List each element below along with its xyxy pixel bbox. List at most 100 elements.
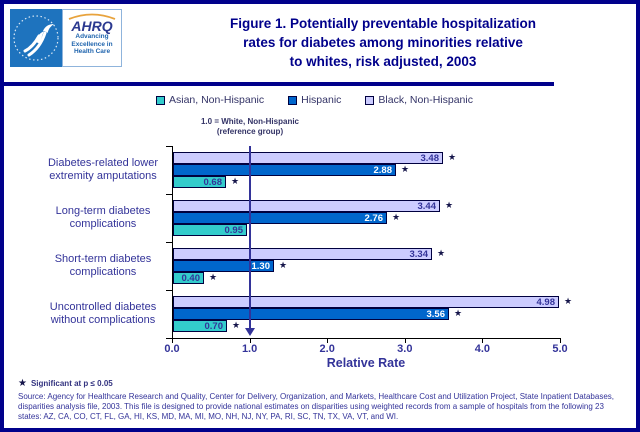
significance-star: ★ bbox=[392, 213, 401, 223]
x-axis-tick bbox=[404, 338, 406, 343]
x-axis-tick bbox=[327, 338, 329, 343]
bar: 4.98 bbox=[173, 296, 559, 308]
figure-title-line1: Figure 1. Potentially preventable hospit… bbox=[229, 16, 537, 31]
significance-star: ★ bbox=[454, 309, 463, 319]
category-label-line: complications bbox=[69, 218, 137, 230]
reference-note-line1: 1.0 = White, Non-Hispanic bbox=[200, 117, 299, 126]
bar-chart-plot: 0.0 1.0 2.0 3.0 4.0 5.0 Diabetes-related lower… bbox=[4, 4, 636, 428]
bar-value-label: 2.88 bbox=[373, 164, 393, 176]
bar: 1.30 bbox=[173, 260, 274, 272]
ahrq-logo: AHRQ Advancing Excellence in Health Care bbox=[10, 9, 122, 67]
bar-value-label: 0.95 bbox=[224, 224, 244, 236]
category-label-line: Long-term diabetes bbox=[55, 205, 151, 217]
reference-note-line2: (reference group) bbox=[216, 126, 284, 136]
legend-item: Black, Non-Hispanic bbox=[365, 94, 473, 106]
legend-swatch bbox=[156, 95, 165, 105]
bar: 3.44 bbox=[173, 200, 440, 212]
significance-star: ★ bbox=[448, 153, 457, 163]
y-axis-tick bbox=[166, 146, 172, 147]
header-divider bbox=[4, 82, 554, 86]
figure-title-line3: to whites, risk adjusted, 2003 bbox=[289, 54, 477, 69]
ahrq-wordmark: AHRQ bbox=[71, 18, 113, 34]
x-tick-label: 5.0 bbox=[552, 343, 568, 355]
ahrq-logo-box: AHRQ Advancing Excellence in Health Care bbox=[62, 9, 122, 67]
source-note: Source: Agency for Healthcare Research a… bbox=[18, 392, 614, 421]
x-axis bbox=[172, 338, 561, 339]
x-axis-tick bbox=[249, 338, 251, 343]
ahrq-tagline-line: Excellence in bbox=[71, 40, 113, 48]
category-label: Long-term diabetes complications bbox=[28, 194, 178, 242]
significance-footnote: ★ Significant at p ≤ 0.05 bbox=[18, 378, 113, 389]
category-label-line: complications bbox=[69, 266, 137, 278]
chart-legend: Asian, Non-Hispanic Hispanic Black, Non-Hi… bbox=[156, 94, 473, 106]
bar-value-label: 0.68 bbox=[203, 176, 223, 188]
bar: 0.40 bbox=[173, 272, 204, 284]
reference-line-arrow-icon bbox=[244, 328, 255, 336]
figure-title: Figure 1. Potentially preventable hospit… bbox=[178, 14, 588, 71]
significance-star: ★ bbox=[445, 201, 454, 211]
bar: 0.68 bbox=[173, 176, 226, 188]
bar: 2.76 bbox=[173, 212, 387, 224]
x-axis-tick bbox=[482, 338, 484, 343]
bar-value-label: 2.76 bbox=[364, 212, 384, 224]
x-tick-label: 3.0 bbox=[397, 343, 413, 355]
x-axis-tick bbox=[560, 338, 561, 343]
significance-star: ★ bbox=[437, 249, 446, 259]
y-axis-tick bbox=[166, 338, 172, 339]
figure-title-line2: rates for diabetes among minorities rela… bbox=[243, 35, 523, 50]
reference-line bbox=[248, 146, 251, 328]
x-axis-tick bbox=[172, 338, 173, 343]
legend-swatch bbox=[365, 95, 375, 105]
bar: 3.56 bbox=[173, 308, 449, 320]
category-label-line: Uncontrolled diabetes bbox=[49, 301, 157, 313]
bar-value-label: 3.34 bbox=[409, 248, 429, 260]
bar: 3.34 bbox=[173, 248, 432, 260]
y-axis-tick bbox=[166, 194, 172, 195]
bar-value-label: 3.44 bbox=[417, 200, 437, 212]
bar-value-label: 1.30 bbox=[251, 260, 271, 272]
significance-star: ★ bbox=[564, 297, 573, 307]
significance-star: ★ bbox=[231, 177, 240, 187]
x-tick-label: 0.0 bbox=[164, 343, 180, 355]
bar: 2.88 bbox=[173, 164, 396, 176]
bar-value-label: 0.70 bbox=[204, 320, 224, 332]
significance-star: ★ bbox=[232, 321, 241, 331]
significance-footnote-text: Significant at p ≤ 0.05 bbox=[30, 379, 113, 388]
significance-star: ★ bbox=[209, 273, 218, 283]
category-label-line: Diabetes-related lower bbox=[47, 157, 159, 169]
reference-group-note: 1.0 = White, Non-Hispanic (reference gro… bbox=[170, 117, 330, 136]
bar-value-label: 4.98 bbox=[536, 296, 556, 308]
category-label: Diabetes-related lower extremity amputati… bbox=[28, 146, 178, 194]
legend-swatch bbox=[288, 95, 298, 105]
category-label-line: Short-term diabetes bbox=[54, 253, 152, 265]
bar-value-label: 3.48 bbox=[420, 152, 440, 164]
bar: 0.95 bbox=[173, 224, 247, 236]
ahrq-arc-icon bbox=[68, 13, 116, 20]
legend-item: Hispanic bbox=[288, 94, 341, 106]
x-tick-label: 1.0 bbox=[241, 343, 258, 355]
significance-star: ★ bbox=[279, 261, 288, 271]
y-axis-tick bbox=[166, 242, 172, 243]
bar-value-label: 0.40 bbox=[181, 272, 201, 284]
ahrq-tagline-line: Advancing bbox=[75, 33, 109, 40]
y-axis bbox=[172, 146, 173, 338]
bar: 3.48 bbox=[173, 152, 443, 164]
category-label: Short-term diabetes complications bbox=[28, 242, 178, 290]
star-icon: ★ bbox=[18, 378, 27, 389]
legend-label: Asian, Non-Hispanic bbox=[169, 94, 265, 106]
legend-label: Hispanic bbox=[301, 94, 342, 106]
x-tick-label: 4.0 bbox=[474, 343, 491, 355]
x-axis-title: Relative Rate bbox=[326, 356, 406, 370]
x-tick-label: 2.0 bbox=[319, 343, 335, 355]
bar: 0.70 bbox=[173, 320, 227, 332]
ahrq-tagline-line: Health Care bbox=[73, 48, 111, 55]
hhs-seal-icon bbox=[10, 9, 62, 67]
hhs-eagle-icon bbox=[13, 15, 59, 61]
legend-item: Asian, Non-Hispanic bbox=[156, 94, 264, 106]
category-label-line: extremity amputations bbox=[49, 170, 157, 182]
category-label: Uncontrolled diabetes without complicatio… bbox=[28, 290, 178, 338]
bar-value-label: 3.56 bbox=[426, 308, 446, 320]
y-axis-tick bbox=[166, 290, 172, 291]
category-label-line: without complications bbox=[50, 314, 156, 326]
